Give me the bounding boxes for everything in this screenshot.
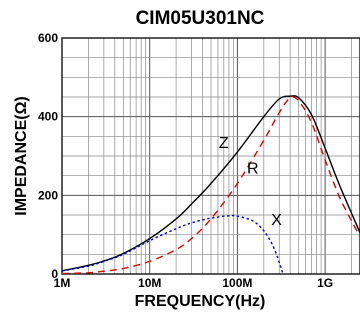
x-tick-label: 1G — [317, 276, 333, 290]
y-tick-label: 400 — [38, 110, 58, 124]
y-axis-label: IMPEDANCE(Ω) — [13, 96, 30, 216]
x-tick-label: 100M — [222, 276, 252, 290]
series-layer — [62, 95, 360, 274]
x-tick-label: 1M — [54, 276, 71, 290]
y-tick-labels: 0 200 400 600 — [38, 31, 58, 281]
series-x-line — [62, 214, 284, 274]
plot-frame — [61, 37, 360, 275]
series-r-line — [62, 96, 360, 274]
x-tick-label: 10M — [138, 276, 161, 290]
curve-label-x: X — [271, 212, 282, 229]
curve-label-r: R — [247, 161, 259, 178]
x-tick-labels: 1M 10M 100M 1G — [54, 276, 333, 290]
curve-label-z: Z — [219, 135, 229, 152]
y-tick-label: 600 — [38, 31, 58, 45]
y-tick-label: 200 — [38, 188, 58, 202]
x-axis-label: FREQUENCY(Hz) — [135, 293, 266, 310]
y-tick-label: 0 — [51, 267, 58, 281]
chart-title: CIM05U301NC — [136, 8, 265, 29]
curve-labels: Z R X — [219, 135, 282, 229]
grid — [62, 38, 360, 274]
